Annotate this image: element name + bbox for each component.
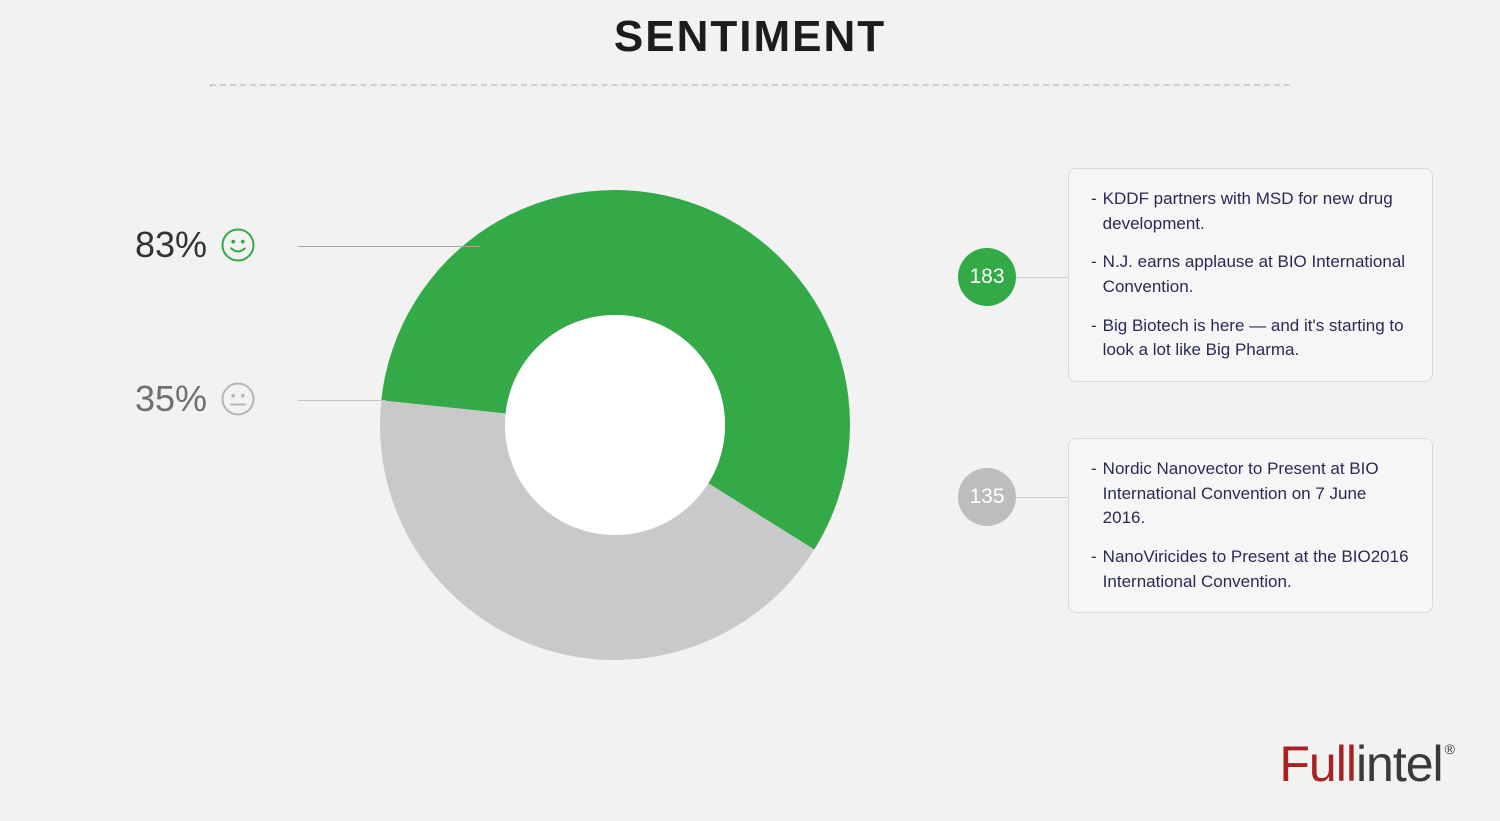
bullet-dash: - bbox=[1091, 187, 1097, 236]
badge-leader-neutral bbox=[1016, 497, 1068, 498]
page-title: SENTIMENT bbox=[0, 12, 1500, 62]
count-badge-positive: 183 bbox=[958, 248, 1016, 306]
headline-text: Nordic Nanovector to Present at BIO Inte… bbox=[1103, 457, 1412, 531]
headline-item: -N.J. earns applause at BIO Internationa… bbox=[1091, 250, 1412, 299]
logo-full: Full bbox=[1279, 736, 1356, 792]
headline-text: N.J. earns applause at BIO International… bbox=[1103, 250, 1412, 299]
bullet-dash: - bbox=[1091, 457, 1097, 531]
pct-text-positive: 83% bbox=[135, 224, 207, 266]
headline-box-neutral: -Nordic Nanovector to Present at BIO Int… bbox=[1068, 438, 1433, 613]
headline-item: -KDDF partners with MSD for new drug dev… bbox=[1091, 187, 1412, 236]
bullet-dash: - bbox=[1091, 250, 1097, 299]
pct-label-neutral: 35% bbox=[135, 378, 255, 420]
donut-svg bbox=[378, 188, 852, 662]
bullet-dash: - bbox=[1091, 545, 1097, 594]
title-text: SENTIMENT bbox=[614, 12, 886, 61]
headline-text: Big Biotech is here — and it's starting … bbox=[1103, 314, 1412, 363]
headline-box-positive: -KDDF partners with MSD for new drug dev… bbox=[1068, 168, 1433, 382]
title-divider bbox=[210, 84, 1290, 87]
headline-text: KDDF partners with MSD for new drug deve… bbox=[1103, 187, 1412, 236]
pct-leader-positive bbox=[298, 246, 480, 247]
headline-item: -NanoViricides to Present at the BIO2016… bbox=[1091, 545, 1412, 594]
fullintel-logo: Fullintel® bbox=[1279, 735, 1452, 793]
smile-icon bbox=[221, 228, 255, 262]
bullet-dash: - bbox=[1091, 314, 1097, 363]
headline-item: -Big Biotech is here — and it's starting… bbox=[1091, 314, 1412, 363]
donut-hole bbox=[505, 315, 725, 535]
logo-registered: ® bbox=[1445, 741, 1454, 757]
sentiment-donut-chart bbox=[378, 188, 852, 667]
badge-leader-positive bbox=[1016, 277, 1068, 278]
pct-label-positive: 83% bbox=[135, 224, 255, 266]
pct-leader-neutral bbox=[298, 400, 386, 401]
logo-intel: intel bbox=[1356, 736, 1443, 792]
count-badge-neutral: 135 bbox=[958, 468, 1016, 526]
headline-item: -Nordic Nanovector to Present at BIO Int… bbox=[1091, 457, 1412, 531]
headline-text: NanoViricides to Present at the BIO2016 … bbox=[1103, 545, 1412, 594]
pct-text-neutral: 35% bbox=[135, 378, 207, 420]
neutral-face-icon bbox=[221, 382, 255, 416]
